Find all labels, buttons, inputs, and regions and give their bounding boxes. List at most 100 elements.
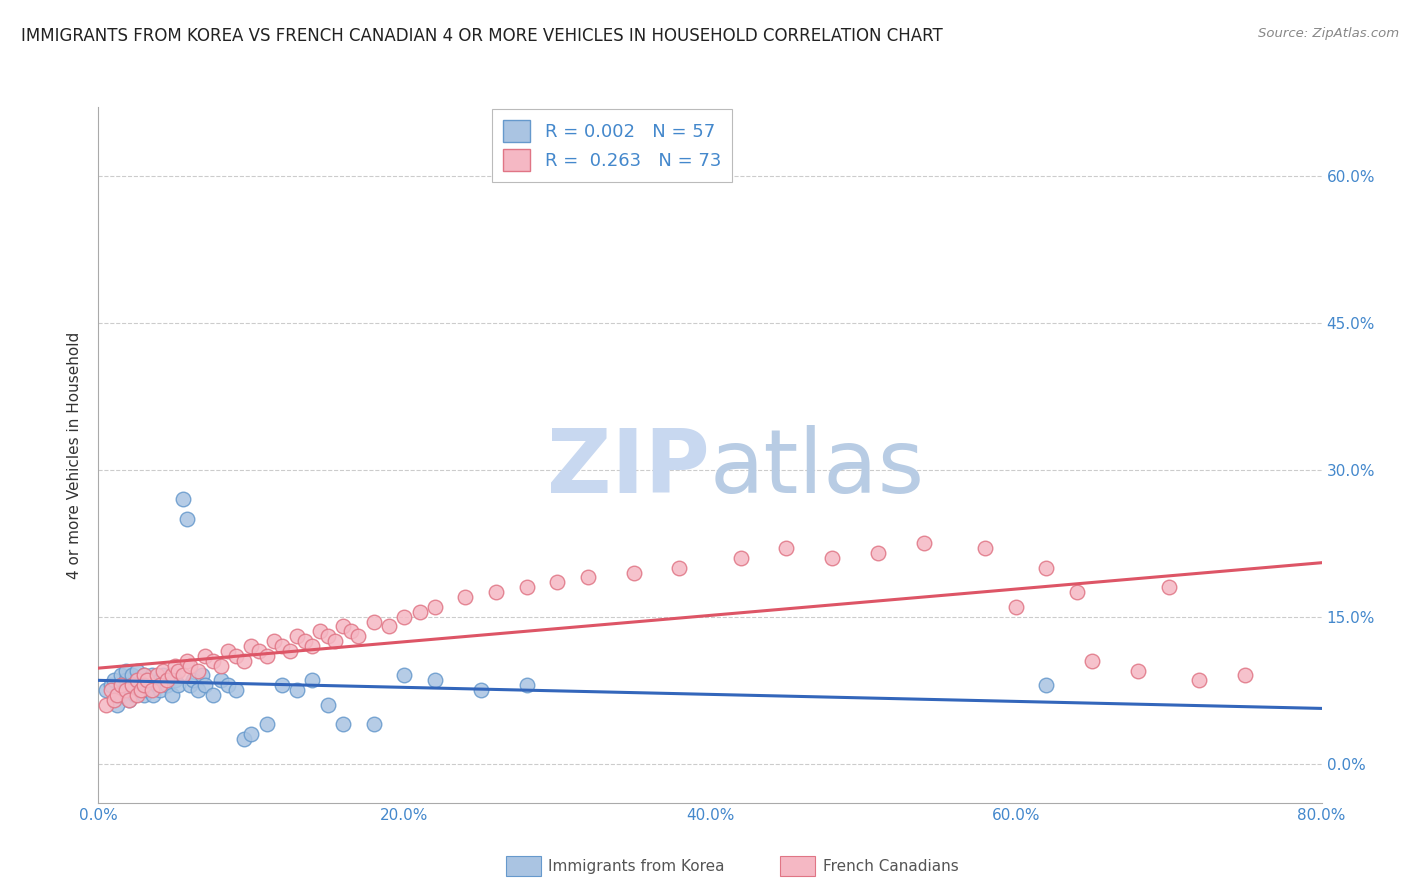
Point — [378, 619, 401, 633]
Point — [110, 668, 132, 682]
Point — [316, 629, 339, 643]
Point — [363, 717, 385, 731]
Point — [470, 683, 492, 698]
Point — [974, 541, 997, 555]
Point — [136, 673, 159, 688]
Point — [149, 673, 172, 688]
Point — [142, 688, 165, 702]
Point — [134, 688, 156, 702]
Point — [423, 673, 446, 688]
Point — [125, 673, 148, 688]
Point — [118, 693, 141, 707]
Point — [191, 668, 214, 682]
Point — [912, 536, 935, 550]
Point — [176, 654, 198, 668]
Point — [1081, 654, 1104, 668]
Point — [1188, 673, 1211, 688]
Point — [347, 629, 370, 643]
Point — [145, 678, 167, 692]
Point — [179, 658, 201, 673]
Point — [339, 624, 361, 639]
Point — [128, 683, 150, 698]
Point — [167, 678, 190, 692]
Point — [110, 688, 132, 702]
Point — [115, 673, 138, 688]
Point — [408, 605, 430, 619]
Point — [332, 619, 354, 633]
Point — [392, 609, 416, 624]
Point — [1004, 599, 1026, 614]
Point — [145, 668, 167, 682]
Point — [423, 599, 446, 614]
Point — [118, 693, 141, 707]
Point — [217, 678, 239, 692]
Point — [160, 668, 183, 682]
Point — [516, 580, 538, 594]
Point — [181, 673, 204, 688]
Text: Source: ZipAtlas.com: Source: ZipAtlas.com — [1258, 27, 1399, 40]
Point — [868, 546, 890, 560]
Point — [240, 639, 263, 653]
Point — [134, 668, 156, 682]
Point — [623, 566, 645, 580]
Point — [129, 678, 152, 692]
Point — [225, 648, 247, 663]
Text: atlas: atlas — [710, 425, 925, 512]
Text: IMMIGRANTS FROM KOREA VS FRENCH CANADIAN 4 OR MORE VEHICLES IN HOUSEHOLD CORRELA: IMMIGRANTS FROM KOREA VS FRENCH CANADIAN… — [21, 27, 943, 45]
Point — [187, 683, 209, 698]
Point — [316, 698, 339, 712]
Point — [194, 678, 217, 692]
Point — [149, 678, 172, 692]
Point — [485, 585, 508, 599]
Point — [309, 624, 332, 639]
Point — [325, 634, 347, 648]
Point — [256, 717, 278, 731]
Point — [136, 678, 159, 692]
Point — [172, 668, 194, 682]
Point — [194, 648, 217, 663]
Point — [730, 550, 752, 565]
Point — [118, 683, 141, 698]
Point — [163, 658, 186, 673]
Point — [668, 560, 690, 574]
Point — [125, 664, 148, 678]
Point — [149, 683, 172, 698]
Point — [121, 668, 143, 682]
Point — [202, 688, 225, 702]
Point — [263, 634, 285, 648]
Point — [94, 683, 117, 698]
Point — [363, 615, 385, 629]
Point — [332, 717, 354, 731]
Point — [1066, 585, 1088, 599]
Point — [134, 668, 156, 682]
Point — [115, 683, 138, 698]
Point — [301, 639, 323, 653]
Point — [187, 664, 209, 678]
Point — [821, 550, 844, 565]
Point — [125, 688, 148, 702]
Point — [121, 678, 143, 692]
Point — [270, 678, 292, 692]
Point — [1035, 678, 1057, 692]
Point — [156, 673, 179, 688]
Point — [100, 678, 122, 692]
Point — [576, 570, 599, 584]
Point — [103, 693, 125, 707]
Point — [121, 678, 143, 692]
Point — [278, 644, 301, 658]
Point — [270, 639, 292, 653]
Point — [294, 634, 316, 648]
Point — [103, 673, 125, 688]
Point — [152, 668, 174, 682]
Point — [94, 698, 117, 712]
Point — [115, 664, 138, 678]
Point — [129, 683, 152, 698]
Point — [105, 698, 128, 712]
Point — [202, 654, 225, 668]
Point — [217, 644, 239, 658]
Point — [285, 629, 308, 643]
Point — [546, 575, 568, 590]
Point — [516, 678, 538, 692]
Point — [152, 664, 174, 678]
Point — [1157, 580, 1180, 594]
